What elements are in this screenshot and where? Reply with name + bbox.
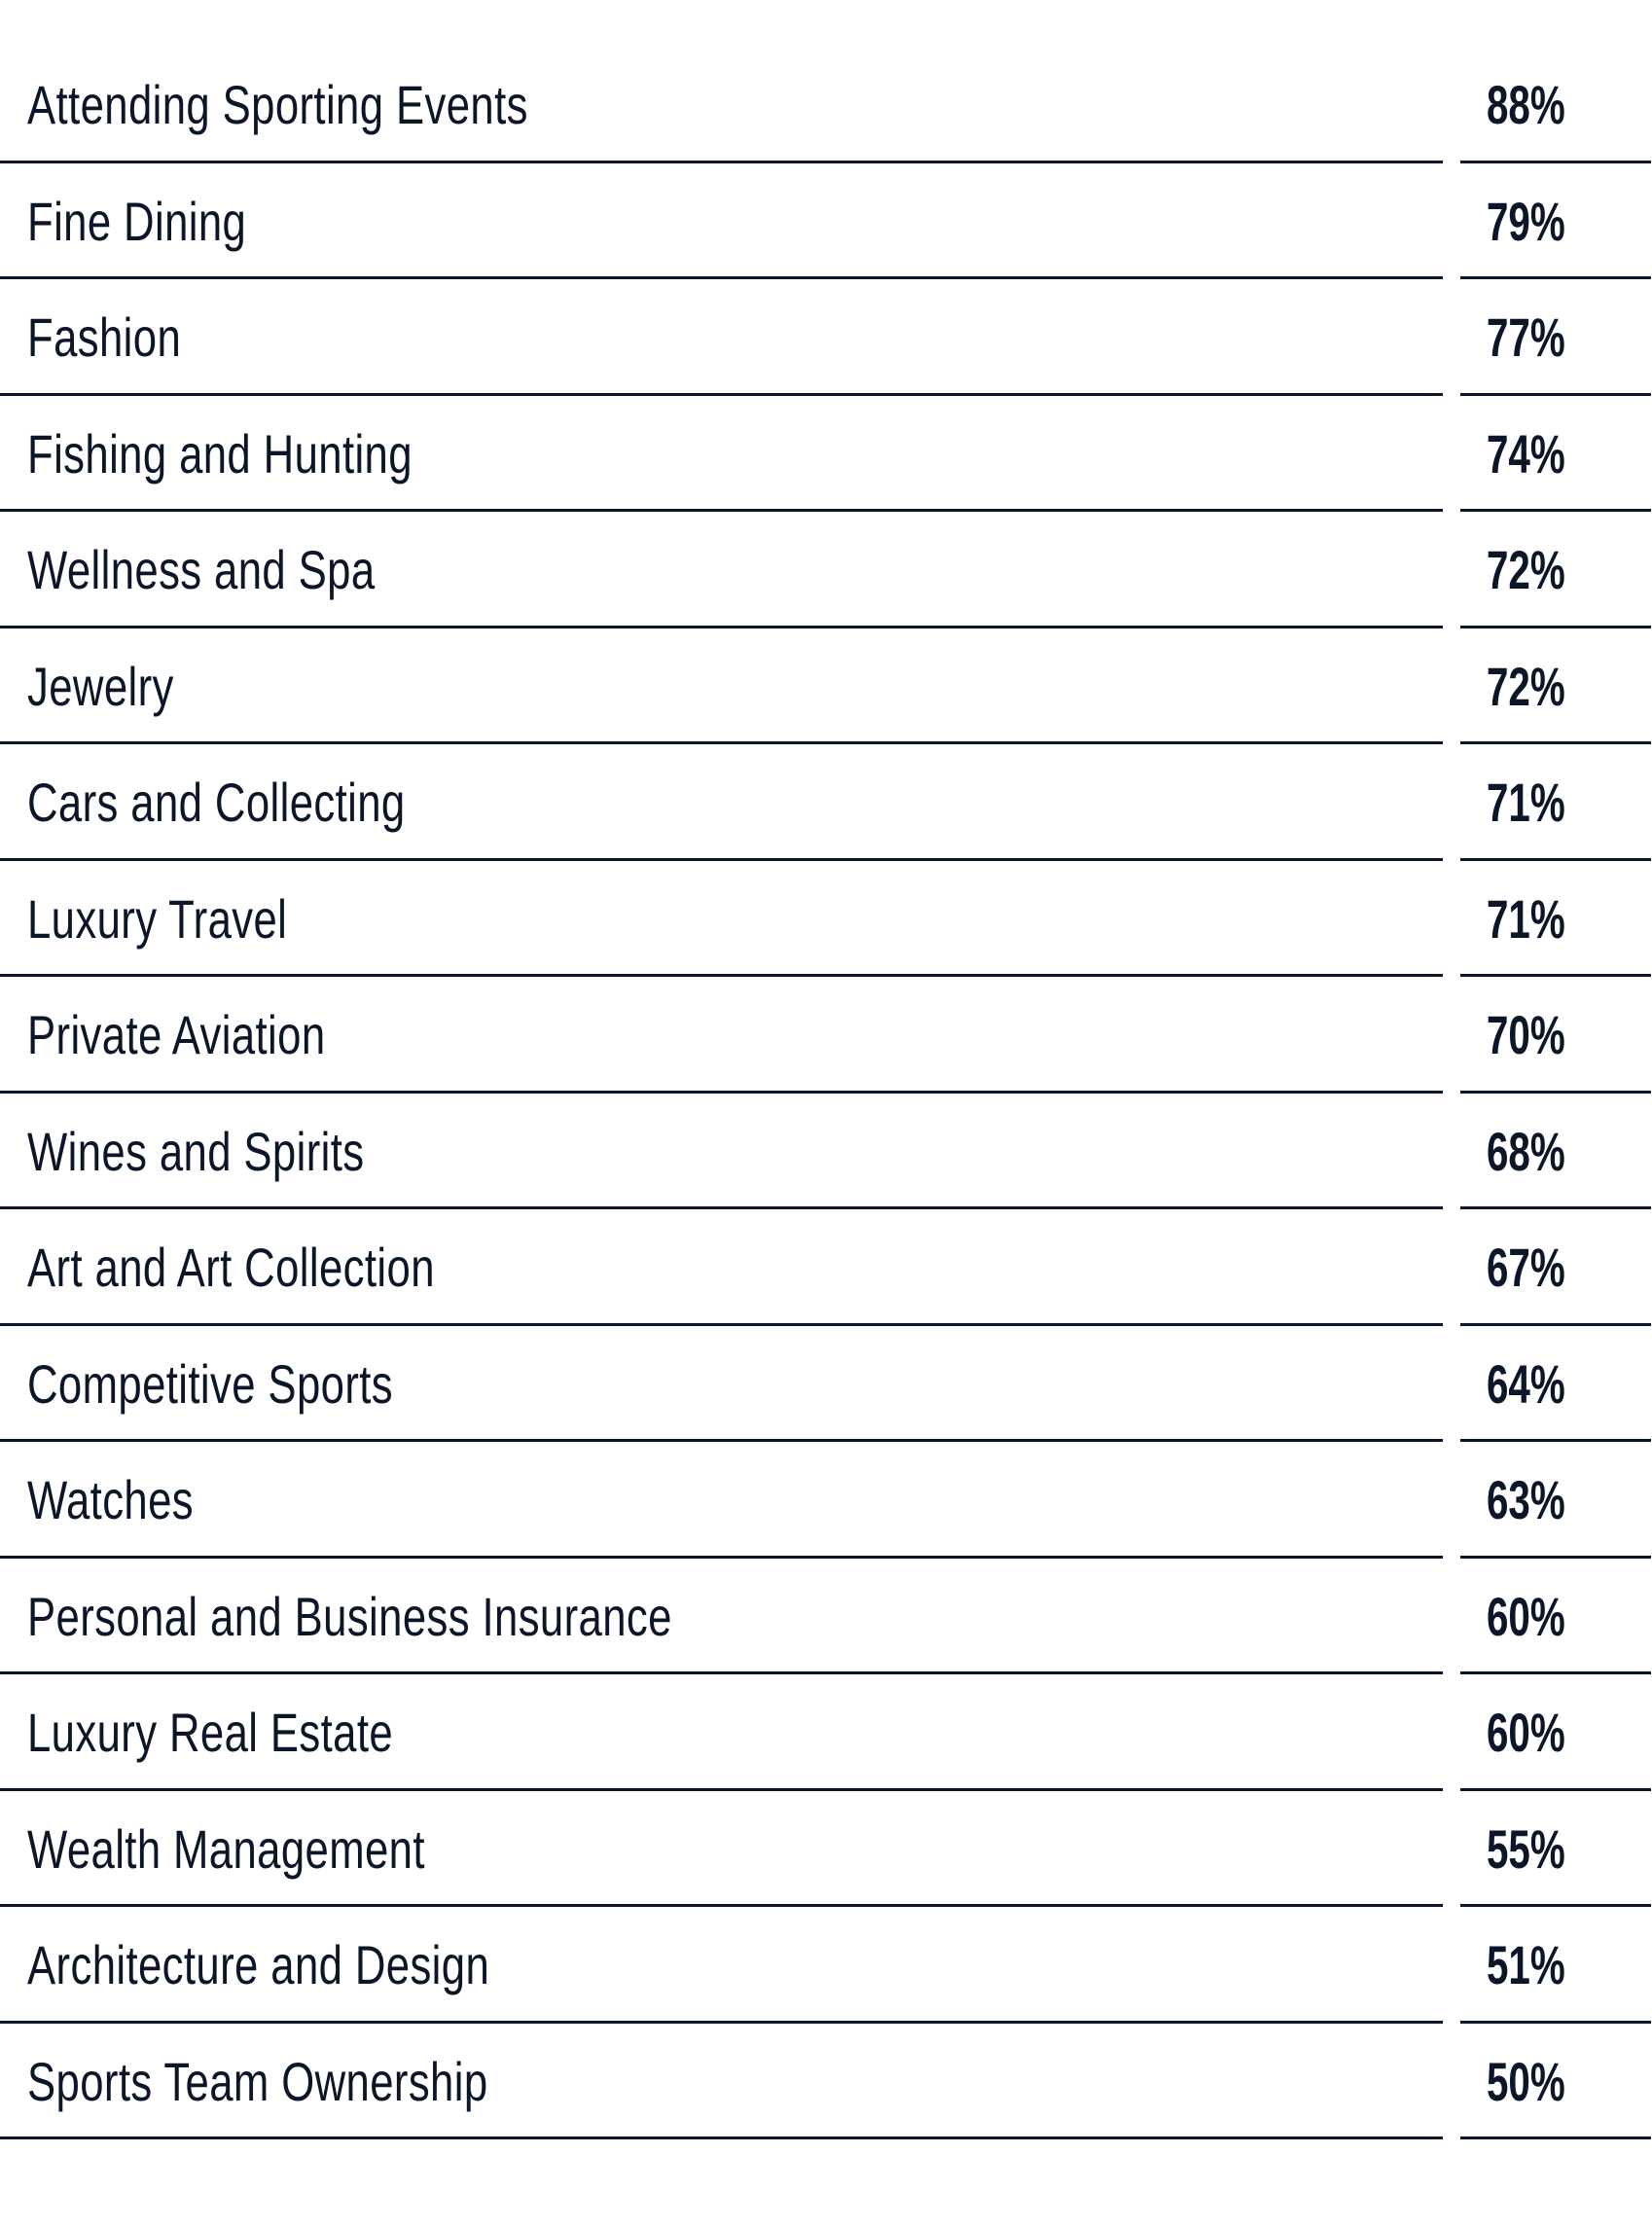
row-value: 50%	[1487, 2050, 1565, 2112]
interests-table: Attending Sporting Events 88% Fine Dining…	[0, 47, 1652, 2139]
divider	[0, 1555, 1443, 1559]
row-value: 63%	[1487, 1469, 1565, 1530]
divider	[0, 276, 1443, 279]
table-row: Fashion 77%	[0, 279, 1652, 396]
divider	[0, 160, 1443, 163]
row-label: Personal and Business Insurance	[27, 1585, 672, 1647]
row-label: Watches	[27, 1469, 195, 1530]
row-label: Jewelry	[27, 655, 174, 717]
row-value: 71%	[1487, 772, 1565, 833]
row-label: Fashion	[27, 306, 182, 368]
divider	[1460, 857, 1651, 861]
divider	[1460, 1787, 1651, 1791]
divider	[0, 857, 1443, 861]
divider	[1460, 1206, 1651, 1209]
divider	[0, 1787, 1443, 1791]
row-value: 72%	[1487, 539, 1565, 600]
divider	[1460, 741, 1651, 744]
row-value: 60%	[1487, 1702, 1565, 1763]
table-row: Architecture and Design 51%	[0, 1907, 1652, 2024]
divider	[0, 392, 1443, 396]
divider	[0, 2020, 1443, 2024]
row-value: 74%	[1487, 422, 1565, 485]
divider	[0, 1322, 1443, 1326]
divider	[1460, 160, 1651, 163]
row-label: Attending Sporting Events	[27, 74, 528, 135]
table-row: Wines and Spirits 68%	[0, 1094, 1652, 1209]
divider	[1460, 392, 1651, 396]
table-row: Sports Team Ownership 50%	[0, 2024, 1652, 2139]
divider	[0, 1671, 1443, 1674]
table-row: Attending Sporting Events 88%	[0, 47, 1652, 163]
divider	[0, 1090, 1443, 1094]
row-value: 68%	[1487, 1120, 1565, 1182]
table-row: Fishing and Hunting 74%	[0, 396, 1652, 512]
row-label: Architecture and Design	[27, 1934, 490, 1995]
table-row: Fine Dining 79%	[0, 163, 1652, 279]
divider	[0, 1904, 1443, 1907]
row-label: Private Aviation	[27, 1004, 326, 1065]
row-label: Competitive Sports	[27, 1352, 394, 1415]
row-value: 71%	[1487, 887, 1565, 950]
row-value: 72%	[1487, 655, 1565, 717]
row-value: 88%	[1487, 74, 1565, 135]
table-row: Wellness and Spa 72%	[0, 512, 1652, 628]
divider	[0, 974, 1443, 977]
row-label: Art and Art Collection	[27, 1237, 435, 1298]
table-row: Art and Art Collection 67%	[0, 1209, 1652, 1326]
divider	[0, 2136, 1443, 2139]
table-row: Luxury Travel 71%	[0, 861, 1652, 977]
row-value: 51%	[1487, 1934, 1565, 1995]
table-row: Wealth Management 55%	[0, 1791, 1652, 1907]
row-value: 77%	[1487, 306, 1565, 368]
row-label: Wines and Spirits	[27, 1120, 365, 1182]
row-label: Luxury Real Estate	[27, 1702, 394, 1763]
row-label: Sports Team Ownership	[27, 2050, 488, 2112]
row-label: Cars and Collecting	[27, 772, 406, 833]
divider	[1460, 509, 1651, 512]
table-row: Personal and Business Insurance 60%	[0, 1559, 1652, 1674]
divider	[1460, 974, 1651, 977]
divider	[1460, 2136, 1651, 2139]
divider	[1460, 276, 1651, 279]
divider	[1460, 1322, 1651, 1326]
divider	[1460, 1671, 1651, 1674]
row-value: 70%	[1487, 1004, 1565, 1065]
row-label: Fine Dining	[27, 190, 247, 252]
divider	[0, 1206, 1443, 1209]
row-value: 60%	[1487, 1585, 1565, 1647]
table-row: Cars and Collecting 71%	[0, 744, 1652, 861]
divider	[1460, 1439, 1651, 1442]
divider	[1460, 2020, 1651, 2024]
divider	[0, 625, 1443, 628]
divider	[0, 509, 1443, 512]
row-label: Fishing and Hunting	[27, 422, 413, 485]
row-label: Wealth Management	[27, 1817, 425, 1880]
divider	[0, 741, 1443, 744]
row-label: Luxury Travel	[27, 887, 288, 950]
table-row: Watches 63%	[0, 1442, 1652, 1559]
row-value: 64%	[1487, 1352, 1565, 1415]
row-value: 67%	[1487, 1237, 1565, 1298]
table-row: Luxury Real Estate 60%	[0, 1674, 1652, 1791]
row-value: 79%	[1487, 190, 1565, 252]
row-label: Wellness and Spa	[27, 539, 376, 600]
divider	[1460, 625, 1651, 628]
table-row: Competitive Sports 64%	[0, 1326, 1652, 1442]
divider	[1460, 1904, 1651, 1907]
row-value: 55%	[1487, 1817, 1565, 1880]
table-row: Jewelry 72%	[0, 628, 1652, 744]
divider	[1460, 1090, 1651, 1094]
table-row: Private Aviation 70%	[0, 977, 1652, 1094]
divider	[0, 1439, 1443, 1442]
divider	[1460, 1555, 1651, 1559]
